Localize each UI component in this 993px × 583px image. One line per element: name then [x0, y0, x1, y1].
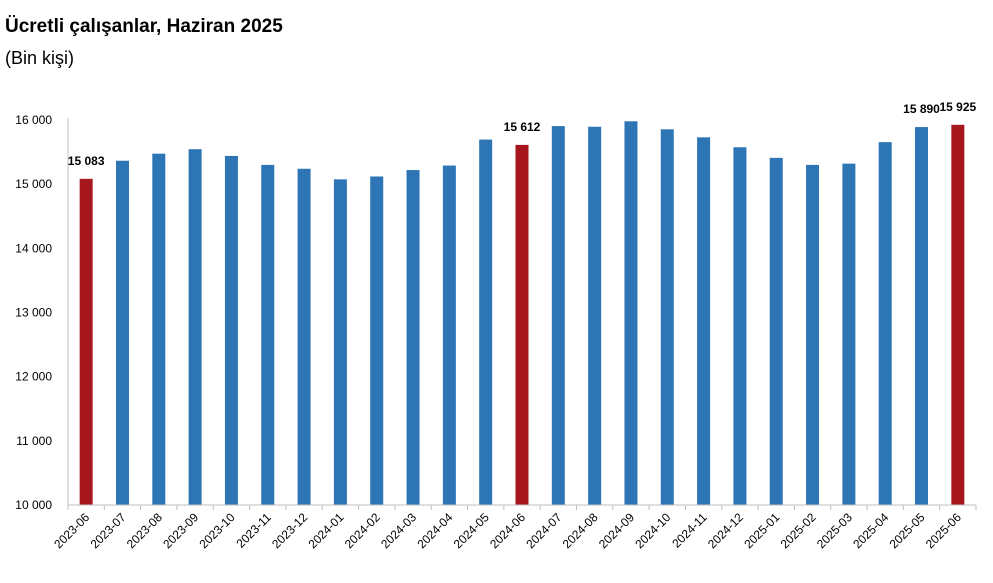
bar-2024-05	[479, 139, 493, 505]
bar-2024-09	[624, 121, 638, 506]
x-tick-label: 2023-11	[233, 510, 274, 551]
y-tick-label: 13 000	[15, 306, 52, 320]
bar-2025-04	[878, 142, 892, 505]
x-tick-label: 2024-03	[378, 510, 419, 551]
bar-2024-08	[588, 126, 602, 506]
bar-2023-11	[261, 164, 275, 505]
x-tick-label: 2025-04	[850, 510, 891, 551]
data-labels: 15 083 15 612 15 890 15 925	[68, 100, 977, 168]
x-tick-label: 2023-06	[51, 510, 92, 551]
y-tick-label: 16 000	[15, 113, 52, 127]
bar-2023-10	[224, 155, 238, 505]
bar-2025-01	[769, 157, 783, 505]
bar-2023-08	[152, 153, 166, 505]
x-tick-label: 2024-09	[596, 510, 637, 551]
x-axis: 2023-062023-072023-082023-092023-102023-…	[51, 504, 977, 551]
bar-2023-12	[297, 168, 311, 505]
bar-2024-03	[406, 170, 420, 506]
bar-2024-02	[370, 176, 384, 505]
x-tick-label: 2024-04	[414, 510, 455, 551]
bar-2023-09	[188, 149, 202, 505]
bar-2023-07	[115, 160, 129, 505]
chart-subtitle: (Bin kişi)	[5, 48, 75, 68]
bar-2024-04	[442, 165, 456, 505]
x-tick-label: 2023-10	[197, 510, 238, 551]
x-tick-label: 2024-05	[451, 510, 492, 551]
y-tick-label: 12 000	[15, 370, 52, 384]
data-label-2023-06: 15 083	[68, 154, 105, 168]
chart-title: Ücretli çalışanlar, Haziran 2025	[5, 16, 283, 37]
y-axis: 10 000 11 000 12 000 13 000 14 000 15 000 16 0…	[15, 113, 69, 512]
x-tick-label: 2025-06	[923, 510, 964, 551]
y-tick-label: 10 000	[15, 498, 52, 512]
bar-2025-03	[842, 163, 856, 505]
x-tick-label: 2025-01	[741, 510, 782, 551]
x-tick-label: 2024-07	[523, 510, 564, 551]
x-tick-label: 2024-11	[669, 510, 710, 551]
x-tick-label: 2025-05	[887, 510, 928, 551]
bar-2024-10	[660, 129, 674, 505]
x-tick-label: 2024-12	[705, 510, 746, 551]
x-tick-label: 2023-12	[269, 510, 310, 551]
bar-2023-06	[79, 178, 93, 506]
x-tick-label: 2024-06	[487, 510, 528, 551]
y-tick-label: 14 000	[15, 241, 52, 255]
data-label-2025-05: 15 890	[903, 102, 940, 116]
bar-2024-12	[733, 147, 747, 506]
x-tick-label: 2023-09	[160, 510, 201, 551]
bar-2025-02	[806, 164, 820, 505]
y-tick-label: 11 000	[16, 434, 52, 448]
data-label-2025-06: 15 925	[939, 100, 976, 114]
y-tick-label: 15 000	[15, 177, 52, 191]
bar-2025-05	[915, 127, 929, 505]
bar-2024-01	[333, 179, 347, 505]
bar-2025-06	[951, 124, 965, 505]
x-tick-label: 2023-07	[88, 510, 129, 551]
bar-2024-06	[515, 144, 529, 505]
data-label-2024-06: 15 612	[504, 120, 541, 134]
x-tick-label: 2024-10	[632, 510, 673, 551]
x-tick-label: 2024-08	[560, 510, 601, 551]
x-tick-label: 2023-08	[124, 510, 165, 551]
bar-2024-07	[551, 126, 565, 506]
x-tick-label: 2024-02	[342, 510, 383, 551]
bars	[79, 121, 965, 506]
x-tick-label: 2025-02	[778, 510, 819, 551]
x-tick-label: 2024-01	[305, 510, 346, 551]
x-tick-label: 2025-03	[814, 510, 855, 551]
bar-2024-11	[697, 137, 711, 505]
